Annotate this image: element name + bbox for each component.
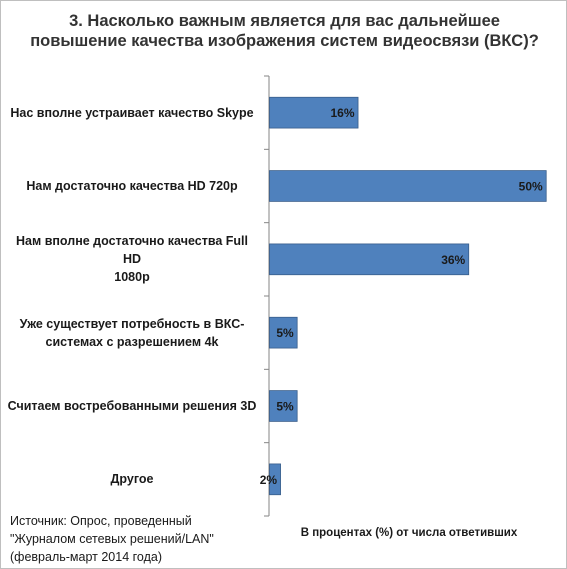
category-label-4: Считаем востребованными решения 3D: [6, 397, 258, 415]
chart-title-line-2: повышение качества изображения систем ви…: [30, 32, 539, 50]
source-note: Источник: Опрос, проведенный "Журналом с…: [10, 512, 250, 566]
bar-3: [269, 316, 298, 349]
category-label-1-line-0: Нам достаточно качества HD 720p: [26, 179, 238, 193]
data-label-3: 5%: [276, 326, 294, 340]
category-label-1: Нам достаточно качества HD 720p: [6, 177, 258, 195]
category-label-4-line-0: Считаем востребованными решения 3D: [7, 399, 257, 413]
data-label-5: 2%: [260, 473, 278, 487]
category-label-2: Нам вполне достаточно качества Full HD 10…: [6, 232, 258, 286]
x-axis-title: В процентах (%) от числа ответивших: [300, 527, 518, 539]
bar-1: [269, 170, 547, 202]
category-label-0: Нас вполне устраивает качество Skype: [6, 104, 258, 122]
category-label-3-line-1: системах с разрешением 4k: [45, 334, 219, 349]
category-label-2-line-1: 1080p: [114, 270, 150, 285]
category-label-0-line-0: Нас вполне устраивает качество Skype: [10, 105, 254, 120]
category-label-5: Другое: [6, 470, 258, 488]
category-label-3: Уже существует потребность в ВКС-система…: [6, 315, 258, 351]
data-label-0: 16%: [331, 106, 355, 120]
chart-title: 3. Насколько важным является для вас дал…: [21, 11, 548, 51]
chart-title-line-1: 3. Насколько важным является для вас дал…: [69, 12, 500, 30]
data-label-4: 5%: [276, 400, 294, 414]
data-label-2: 36%: [441, 253, 465, 267]
bar-4: [269, 390, 298, 422]
category-label-2-line-0: Нам вполне достаточно качества Full HD: [16, 234, 248, 267]
source-line-1: Источник: Опрос, проведенный: [10, 514, 192, 528]
category-label-5-line-0: Другое: [110, 472, 154, 487]
category-label-3-line-0: Уже существует потребность в ВКС-: [19, 316, 245, 331]
bar-5: [269, 463, 281, 496]
source-line-3: (февраль-март 2014 года): [10, 550, 162, 564]
bar-0: [269, 96, 359, 129]
bar-2: [269, 243, 470, 276]
data-label-1: 50%: [519, 180, 543, 194]
source-line-2: "Журналом сетевых решений/LAN": [10, 532, 214, 546]
